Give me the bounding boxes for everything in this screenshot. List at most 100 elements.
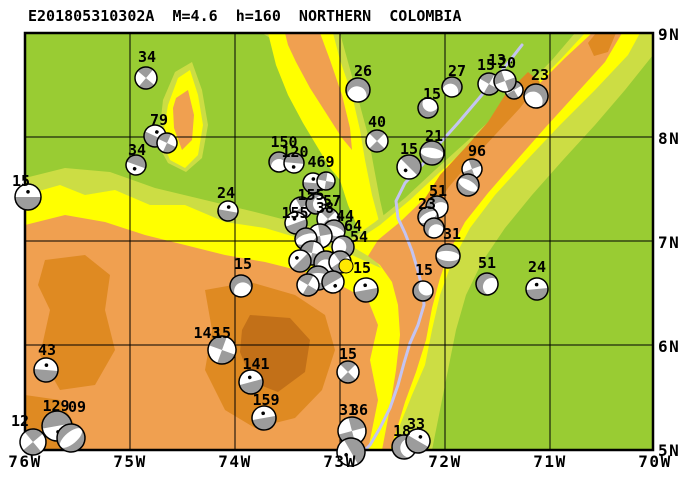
lon-tick-label: 73W <box>323 452 356 471</box>
mechanism-depth-label: 26 <box>354 62 372 80</box>
mechanism-depth-label: 24 <box>528 258 546 276</box>
mechanism-depth-label: 155 <box>281 204 308 222</box>
epicenter-marker <box>338 258 354 274</box>
focal-mechanism-ball <box>19 428 47 456</box>
mechanism-depth-label: 36 <box>350 401 368 419</box>
focal-mechanism-ball <box>456 173 480 197</box>
topo-region <box>588 33 616 56</box>
mechanism-depth-label: 15 <box>415 261 433 279</box>
mechanism-depth-label: 43 <box>38 341 56 359</box>
mechanism-depth-label: 34 <box>138 48 156 66</box>
focal-mechanism-ball <box>33 357 59 383</box>
lat-tick-label: 5N <box>658 441 680 460</box>
mechanism-depth-label: 15 <box>213 324 231 342</box>
focal-mechanism-ball <box>412 279 435 302</box>
mechanism-depth-label: 15 <box>234 255 252 273</box>
focal-mechanism-ball <box>283 152 305 174</box>
lon-tick-label: 72W <box>428 452 461 471</box>
plot-title: E201805310302A M=4.6 h=160 NORTHERN COLO… <box>28 7 461 25</box>
mechanism-depth-label: 15 <box>400 140 418 158</box>
lat-tick-label: 9N <box>658 25 680 44</box>
focal-mechanism-ball <box>217 200 239 222</box>
mechanism-depth-label: 33 <box>407 415 425 433</box>
mechanism-depth-label: 150 <box>270 133 297 151</box>
focal-mechanism-ball <box>134 66 158 90</box>
focal-mechanism-ball <box>321 270 345 294</box>
mechanism-depth-label: 24 <box>217 184 235 202</box>
mechanism-depth-label: 64 <box>344 217 362 235</box>
focal-mechanism-ball <box>396 154 422 180</box>
lat-tick-label: 6N <box>658 337 680 356</box>
mechanism-depth-label: 57 <box>323 192 341 210</box>
mechanism-depth-label: 20 <box>498 54 516 72</box>
mechanism-depth-label: 129 <box>42 397 69 415</box>
focal-mechanism-ball <box>525 277 549 301</box>
focal-mechanism-ball <box>56 423 86 453</box>
lon-tick-label: 75W <box>113 452 146 471</box>
mechanism-depth-label: 31 <box>339 401 357 419</box>
mechanism-depth-label: 54 <box>350 228 368 246</box>
mechanism-depth-label: 15 <box>423 85 441 103</box>
focal-mechanism-ball <box>238 369 264 395</box>
mechanism-depth-label: 96 <box>468 142 486 160</box>
mechanism-depth-label: 120 <box>281 143 308 161</box>
mechanism-depth-label: 79 <box>150 111 168 129</box>
mechanism-depth-label: 51 <box>429 182 447 200</box>
mechanism-depth-label: 21 <box>425 127 443 145</box>
focal-mechanism-ball <box>14 183 42 211</box>
focal-mechanism-ball <box>423 217 445 241</box>
mechanism-depth-label: 159 <box>252 391 279 409</box>
mechanism-depth-label: 18 <box>393 422 411 440</box>
focal-mechanism-ball <box>405 428 431 454</box>
focal-mechanism-ball <box>229 274 253 300</box>
focal-mechanism-ball <box>417 95 439 119</box>
axis-labels: 76W 75W 74W 73W 72W 71W 70W 9N 8N 7N 6N … <box>8 25 680 471</box>
mechanism-depth-label: 155 <box>297 186 324 204</box>
focal-mechanism-ball <box>493 69 517 93</box>
mechanism-depth-label: 44 <box>336 207 354 225</box>
focal-mechanism-ball <box>441 76 463 100</box>
focal-mechanism-ball <box>207 335 237 365</box>
focal-mechanism-ball <box>435 243 461 269</box>
focal-mechanism-ball <box>288 249 312 273</box>
mechanism-depth-label: 469 <box>307 153 334 171</box>
focal-mechanism-ball <box>336 437 366 467</box>
mechanism-depth-label: 34 <box>128 141 146 159</box>
mechanism-depth-label: 15 <box>353 259 371 277</box>
focal-mechanism-ball <box>419 140 445 166</box>
topo-region <box>38 255 115 390</box>
mechanism-depth-label: 40 <box>368 113 386 131</box>
lon-tick-label: 70W <box>638 452 671 471</box>
focal-mechanism-ball <box>251 405 277 431</box>
mechanism-depth-label: 23 <box>418 195 436 213</box>
topo-region <box>268 33 388 252</box>
focal-mechanism-ball <box>296 273 320 297</box>
focal-mechanism-ball <box>475 272 501 296</box>
lat-tick-label: 7N <box>658 233 680 252</box>
mechanism-depth-label: 13 <box>488 51 506 69</box>
focal-mechanism-ball <box>345 77 371 104</box>
mechanism-depth-label: 15 <box>477 56 495 74</box>
lon-tick-label: 76W <box>8 452 41 471</box>
focal-mechanism-ball <box>125 154 147 176</box>
focal-mechanism-ball <box>156 132 178 154</box>
focal-mechanism-ball <box>268 151 290 173</box>
focal-mechanism-ball <box>523 83 549 111</box>
river-line <box>363 43 524 450</box>
lat-tick-label: 8N <box>658 129 680 148</box>
focal-mechanism-ball <box>365 129 389 153</box>
mechanism-depth-label: 12 <box>11 412 29 430</box>
topo-region <box>424 72 540 208</box>
mechanism-depth-label: 15 <box>339 345 357 363</box>
lon-tick-label: 74W <box>218 452 251 471</box>
mechanism-depth-label: 27 <box>448 62 466 80</box>
mechanism-depth-label: 09 <box>68 398 86 416</box>
topo-region <box>173 90 194 150</box>
mechanism-depth-label: 141 <box>242 355 269 373</box>
mechanism-depth-label: 15 <box>12 172 30 190</box>
lon-tick-label: 71W <box>533 452 566 471</box>
mechanism-depth-label: 31 <box>443 225 461 243</box>
